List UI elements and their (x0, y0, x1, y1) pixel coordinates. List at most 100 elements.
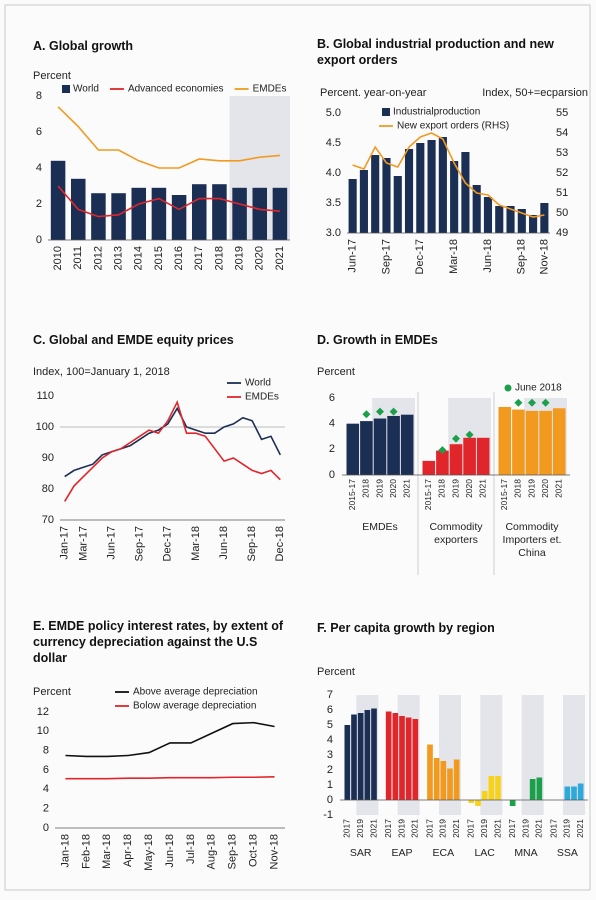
group-label: SAR (349, 847, 372, 859)
bar (436, 450, 449, 475)
marker (376, 407, 384, 416)
bar (392, 713, 399, 800)
bar (422, 460, 436, 475)
panel-title: F. Per capita growth by region (317, 621, 495, 635)
line (352, 132, 545, 218)
bar (495, 206, 504, 233)
y-tick-label: 70 (42, 514, 54, 526)
x-tick-label: Mar-18 (448, 239, 460, 274)
x-tick-label: 2015-17 (499, 479, 509, 510)
bar (472, 185, 481, 233)
y-tick-label: 3.5 (326, 197, 341, 209)
marker (514, 398, 523, 407)
bar (404, 149, 414, 233)
axis-label: Index, 100=January 1, 2018 (33, 366, 170, 378)
y-tick-label: 12 (37, 706, 49, 718)
y-tick-label: 4 (43, 783, 49, 795)
frame (4, 4, 591, 891)
bar (438, 137, 447, 233)
bar (433, 758, 440, 800)
y-tick-label: 10 (37, 725, 49, 737)
marker (452, 434, 460, 443)
bar (539, 410, 552, 475)
bar (461, 152, 470, 233)
x-tick-label: Nov-18 (268, 834, 280, 869)
axis-label: Percent (317, 666, 355, 678)
bar (373, 418, 387, 475)
y-tick-label: 53 (556, 147, 568, 159)
bar (344, 725, 351, 800)
y-tick-label: 49 (556, 227, 568, 239)
axis-label: Percent (33, 70, 71, 82)
x-tick-label: Aug-18 (206, 834, 218, 869)
x-tick-label: 2017 (424, 819, 434, 838)
bar (151, 187, 167, 240)
bar (495, 776, 501, 800)
bar (552, 408, 566, 475)
x-tick-label: 2011 (72, 246, 84, 270)
line (57, 106, 280, 169)
legend-label: EMDEs (245, 392, 279, 403)
line (64, 406, 282, 478)
x-tick-label: Feb-18 (80, 834, 92, 869)
y-tick-label: 8 (36, 90, 42, 102)
x-tick-label: 2019 (450, 479, 460, 498)
bar (111, 193, 126, 240)
bar (346, 423, 360, 475)
x-tick-label: 2015-17 (347, 479, 357, 510)
y-tick-label: 5 (327, 719, 333, 731)
x-tick-label: 2013 (112, 246, 124, 270)
bar (450, 161, 459, 233)
x-tick-label: Sep-18 (246, 526, 258, 561)
x-tick-label: 2021 (553, 479, 563, 498)
y-tick-label: 0 (43, 822, 49, 834)
y-tick-label: 4 (327, 734, 333, 746)
x-tick-label: 2021 (451, 819, 461, 838)
x-tick-label: 2017 (548, 819, 558, 838)
marker (528, 398, 536, 407)
x-tick-label: 2021 (534, 819, 544, 838)
x-tick-label: 2020 (254, 246, 266, 270)
x-tick-label: Mar-18 (101, 834, 113, 869)
x-tick-label: 2021 (410, 819, 420, 838)
x-tick-label: Dec-17 (414, 239, 426, 274)
bar (536, 777, 543, 800)
x-tick-label: 2014 (133, 246, 145, 270)
x-tick-label: Sep-18 (516, 239, 528, 274)
x-tick-label: Apr-18 (122, 834, 134, 867)
bar (371, 708, 377, 800)
bar (387, 415, 400, 475)
bar (272, 187, 288, 240)
bar (577, 783, 584, 800)
bar (525, 410, 539, 475)
bar (360, 421, 373, 475)
bar (529, 779, 536, 800)
bar (571, 786, 577, 800)
line (65, 721, 275, 758)
marker (362, 410, 371, 419)
bar (393, 176, 402, 233)
bar (540, 203, 549, 233)
legend-swatch (382, 108, 390, 116)
bar (564, 786, 571, 800)
x-tick-label: Jul-18 (185, 834, 197, 864)
x-tick-label: 2017 (383, 819, 393, 838)
x-tick-label: 2021 (492, 819, 502, 838)
y-tick-label: 4.5 (326, 137, 341, 149)
legend-swatch (62, 85, 70, 93)
x-tick-label: Mar-18 (190, 526, 202, 561)
bar (191, 184, 207, 240)
y-tick-label: 100 (36, 421, 54, 433)
y-tick-label: 110 (36, 390, 54, 402)
x-tick-label: 2021 (368, 819, 378, 838)
x-tick-label: 2015 (153, 246, 165, 270)
bar (232, 187, 247, 240)
bar (517, 209, 526, 233)
y-tick-label: 5.0 (326, 107, 341, 119)
x-tick-label: 2019 (396, 819, 406, 838)
bar (400, 414, 414, 475)
bar (348, 179, 357, 233)
bar (351, 714, 357, 800)
y-tick-label: 4 (329, 418, 335, 430)
